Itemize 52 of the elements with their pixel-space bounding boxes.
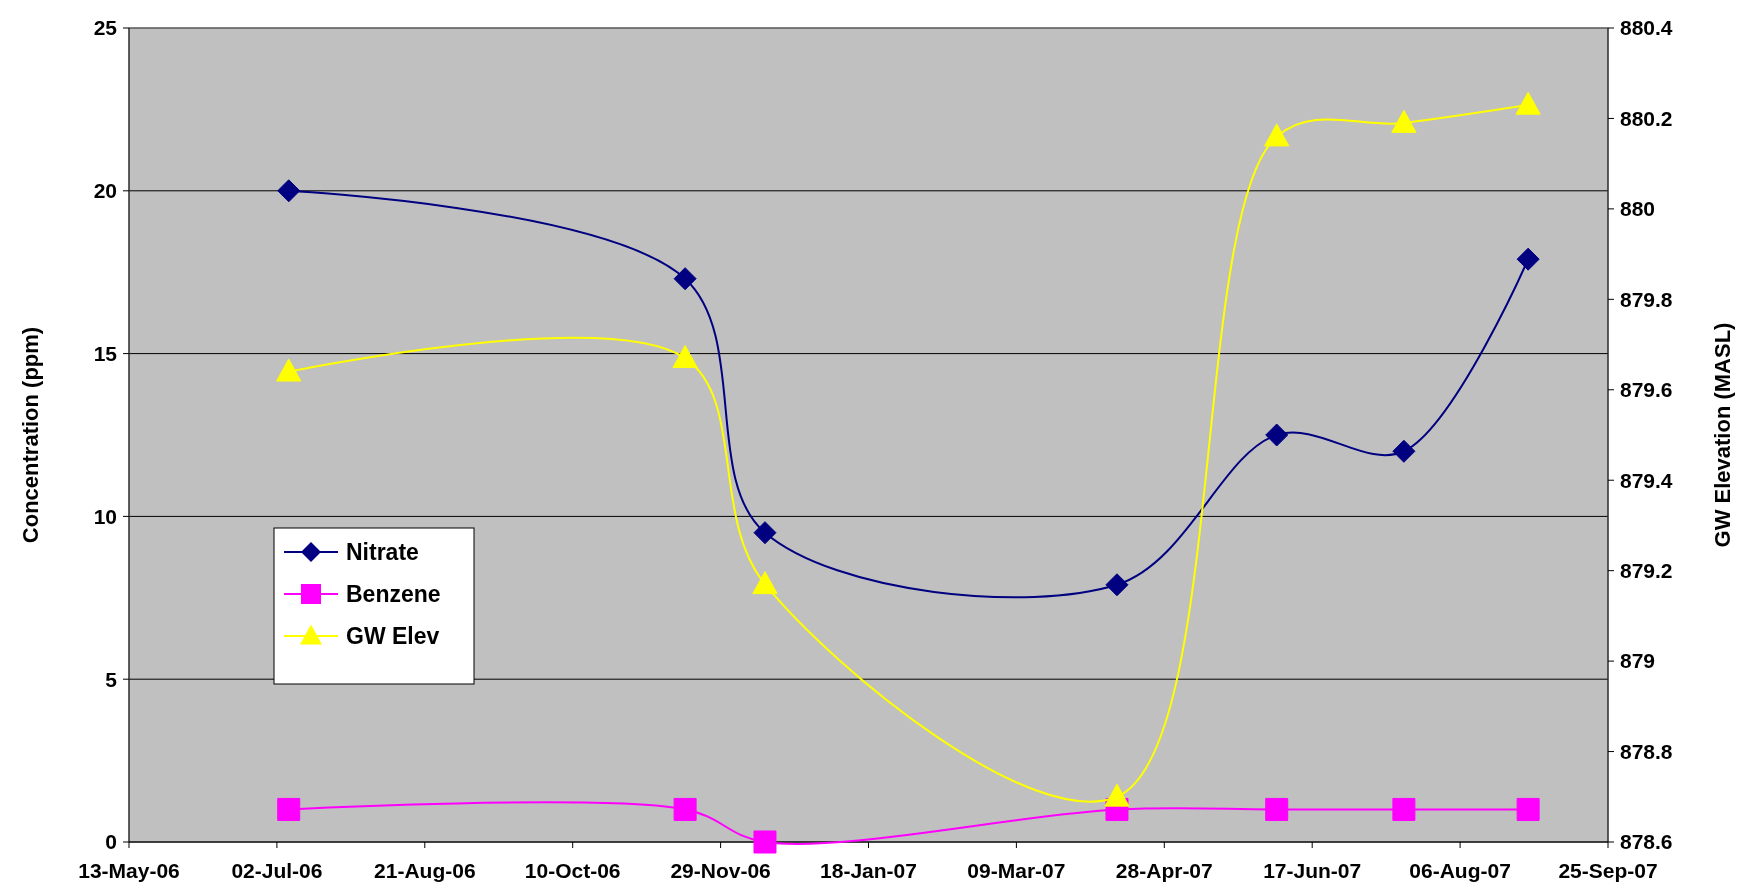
point [673, 267, 697, 291]
legend-label: Benzene [346, 581, 441, 608]
point [1264, 123, 1290, 147]
point [277, 797, 301, 821]
point [1265, 423, 1289, 447]
point [753, 521, 777, 545]
y2-tick-label: 878.8 [1620, 739, 1673, 763]
x-tick-label: 28-Apr-07 [1115, 859, 1213, 882]
x-tick-label: 09-Mar-07 [967, 859, 1066, 882]
y-tick-label: 25 [93, 16, 118, 40]
x-tick-label: 29-Nov-06 [670, 859, 771, 882]
y-tick-label: 15 [93, 341, 118, 365]
point [1105, 573, 1129, 597]
point [672, 344, 698, 368]
x-tick-label: 18-Jan-07 [820, 859, 917, 882]
point [1265, 797, 1289, 821]
y2-tick-label: 880.4 [1620, 16, 1673, 40]
y2-tick-label: 878.6 [1620, 830, 1673, 854]
y-axis-title: Concentration (ppm) [18, 326, 43, 544]
point [1392, 439, 1416, 463]
point [277, 179, 301, 203]
y2-tick-label: 879.4 [1620, 468, 1673, 492]
y2-tick-label: 880 [1620, 197, 1656, 221]
y2-tick-label: 879.8 [1620, 287, 1673, 311]
y-tick-label: 5 [105, 667, 118, 691]
x-tick-label: 13-May-06 [78, 859, 180, 882]
x-tick-label: 10-Oct-06 [524, 859, 621, 882]
point [673, 797, 697, 821]
point [753, 830, 777, 854]
point [1515, 91, 1541, 115]
point [1516, 247, 1540, 271]
x-tick-label: 02-Jul-06 [231, 859, 323, 882]
x-tick-label: 17-Jun-07 [1263, 859, 1362, 882]
legend-label: Nitrate [346, 539, 419, 566]
legend-label: GW Elev [346, 623, 440, 650]
y2-tick-label: 879.6 [1620, 378, 1673, 402]
y2-axis-title: GW Elevation (MASL) [1710, 322, 1735, 548]
point [276, 358, 302, 382]
y2-tick-label: 879.2 [1620, 559, 1673, 583]
point [1516, 797, 1540, 821]
y2-tick-label: 880.2 [1620, 106, 1673, 130]
point [752, 571, 778, 595]
x-tick-label: 25-Sep-07 [1558, 859, 1658, 882]
x-tick-label: 06-Aug-07 [1409, 859, 1511, 882]
point [1104, 783, 1130, 807]
y2-tick-label: 879 [1620, 649, 1656, 673]
point [1392, 797, 1416, 821]
point [1391, 109, 1417, 133]
x-tick-label: 21-Aug-06 [374, 859, 476, 882]
y-tick-label: 10 [93, 504, 117, 528]
y-tick-label: 20 [93, 179, 117, 203]
y-tick-label: 0 [105, 830, 117, 854]
